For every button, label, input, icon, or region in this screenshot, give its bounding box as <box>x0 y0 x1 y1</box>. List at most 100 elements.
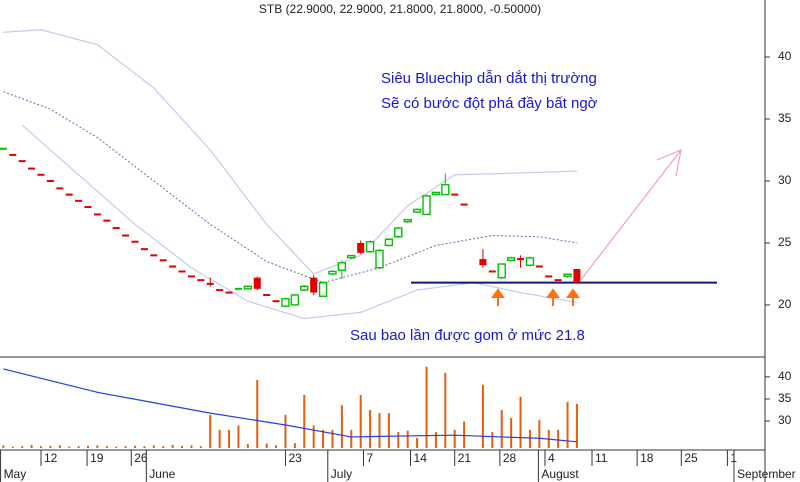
volume-bar <box>416 437 419 448</box>
candle-body <box>394 227 403 238</box>
candle-body <box>412 208 422 213</box>
candle-body <box>150 254 158 257</box>
volume-bar <box>557 429 560 448</box>
candle-body <box>197 279 205 282</box>
candle-body <box>573 268 581 283</box>
volume-bar <box>275 445 278 448</box>
volume-bar <box>519 396 522 448</box>
candle-body <box>451 193 459 196</box>
x-tick-label: 25 <box>684 451 698 465</box>
candle-body <box>517 258 525 261</box>
volume-bar <box>134 445 137 448</box>
volume-bar <box>2 445 5 448</box>
volume-bar <box>397 432 400 448</box>
volume-bar <box>77 446 80 448</box>
candle-body <box>554 279 562 282</box>
volume-bar <box>378 413 381 448</box>
volume-bar <box>538 420 541 448</box>
candle-body <box>122 234 130 237</box>
arrow-head <box>566 288 580 298</box>
volume-bar <box>322 429 325 448</box>
volume-bar <box>463 421 466 448</box>
candle-body <box>28 167 36 170</box>
candle-body <box>300 285 309 291</box>
candle-body <box>441 183 450 196</box>
volume-bar <box>181 445 184 448</box>
x-month-label: May <box>4 467 27 481</box>
candle-body <box>328 270 337 275</box>
candle-body <box>225 291 233 294</box>
candle-body <box>187 275 195 278</box>
annotation: Siêu Bluechip dẫn dắt thị trường <box>381 70 597 87</box>
volume-bar <box>87 445 90 448</box>
arrow-head <box>491 288 505 298</box>
volume-bar <box>510 417 513 448</box>
volume-bar <box>350 429 353 448</box>
candle-body <box>384 238 394 247</box>
candle-body <box>281 298 290 307</box>
x-tick-label: 14 <box>414 451 428 465</box>
candle-body <box>18 160 26 163</box>
candle-body <box>545 275 553 278</box>
volume-bar <box>312 425 315 448</box>
annotation: Sẽ có bước đột phá đầy bất ngờ <box>381 95 598 112</box>
candle-body <box>65 193 73 196</box>
candle-body <box>431 191 441 196</box>
candle-body <box>563 273 572 277</box>
volume-bar <box>359 394 362 448</box>
trend-arrow-head <box>656 149 682 177</box>
volume-bar <box>30 444 33 448</box>
trend-arrow <box>579 149 682 282</box>
candle-body <box>159 259 167 262</box>
volume-bar <box>256 379 259 448</box>
candle-body <box>263 294 271 297</box>
candle-body <box>403 218 412 223</box>
candle-body <box>497 263 506 279</box>
volume-bar <box>500 410 503 448</box>
volume-bar <box>39 446 42 448</box>
volume-bar <box>331 429 334 448</box>
candle-body <box>206 282 214 285</box>
volume-bar <box>434 432 437 448</box>
annotation: Sau bao lần được gom ở mức 21.8 <box>350 327 585 344</box>
y-tick-label: 35 <box>778 111 792 125</box>
x-tick-label: 18 <box>640 451 654 465</box>
y-tick-label: 20 <box>778 297 792 311</box>
volume-bar <box>11 446 14 448</box>
band-line <box>3 91 578 284</box>
candle-body <box>460 203 468 206</box>
x-month-label: July <box>331 467 352 481</box>
candle-body <box>46 179 54 182</box>
chart-title: STB (22.9000, 22.9000, 21.8000, 21.8000,… <box>259 2 541 16</box>
candle-body <box>103 219 111 222</box>
x-tick-label: 28 <box>503 451 517 465</box>
volume-bar <box>369 410 372 448</box>
x-tick-label: 19 <box>90 451 104 465</box>
candle-body <box>479 259 487 266</box>
arrow-head <box>546 288 560 298</box>
volume-bar <box>152 445 155 448</box>
candle-body <box>525 257 535 266</box>
volume-bar <box>575 403 578 448</box>
candle-body <box>506 257 516 262</box>
volume-bar <box>190 445 193 448</box>
volume-bar <box>49 445 52 448</box>
candle-body <box>131 240 139 243</box>
y-tick-label: 30 <box>778 173 792 187</box>
volume-bar <box>387 413 390 448</box>
x-tick-label: 11 <box>595 451 608 465</box>
volume-bar <box>105 446 108 448</box>
candle-body <box>84 206 92 209</box>
band-line <box>21 124 578 320</box>
volume-bar <box>425 366 428 448</box>
x-month-label: August <box>541 467 579 481</box>
volume-bar <box>162 446 165 448</box>
y-tick-label: 25 <box>778 235 792 249</box>
y2-tick-label: 35 <box>778 391 792 405</box>
x-tick-label: 21 <box>458 451 472 465</box>
candle-body <box>488 270 496 273</box>
volume-bar <box>284 414 287 448</box>
volume-bar <box>481 384 484 448</box>
x-tick-label: 7 <box>367 451 374 465</box>
volume-ma-line <box>3 368 578 443</box>
